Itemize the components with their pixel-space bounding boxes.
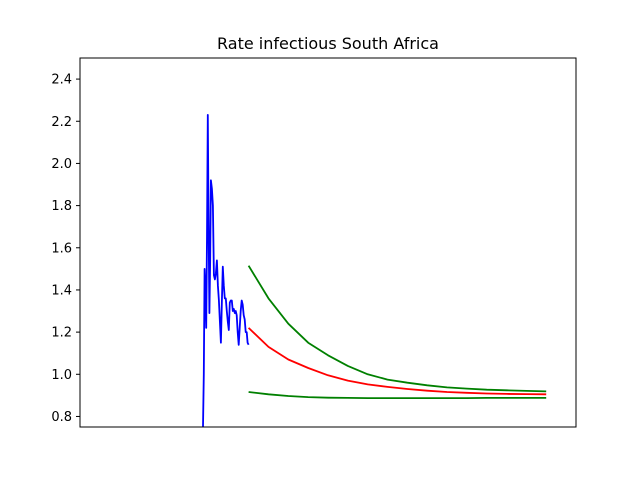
series-line-1 — [247, 327, 547, 396]
y-tick-label: 1.2 — [51, 326, 72, 341]
y-tick-label: 2.2 — [51, 115, 72, 130]
chart-title: Rate infectious South Africa — [217, 34, 439, 53]
y-tick-label: 1.6 — [51, 241, 72, 256]
y-tick-label: 0.8 — [51, 410, 72, 425]
series-line-2 — [247, 265, 547, 393]
y-tick-label: 1.8 — [51, 199, 72, 214]
plot-frame — [79, 57, 577, 428]
y-tick-label: 2.4 — [51, 73, 72, 88]
plot-lines — [202, 114, 547, 427]
y-tick-label: 2.0 — [51, 157, 72, 172]
y-tick-label: 1.4 — [51, 283, 72, 298]
series-line-0 — [202, 114, 250, 427]
series-line-3 — [248, 391, 547, 400]
y-tick-label: 1.0 — [51, 368, 72, 383]
y-axis-ticks: 0.8 1.0 1.2 1.4 1.6 1.8 2.0 2.2 2.4 — [51, 73, 80, 425]
